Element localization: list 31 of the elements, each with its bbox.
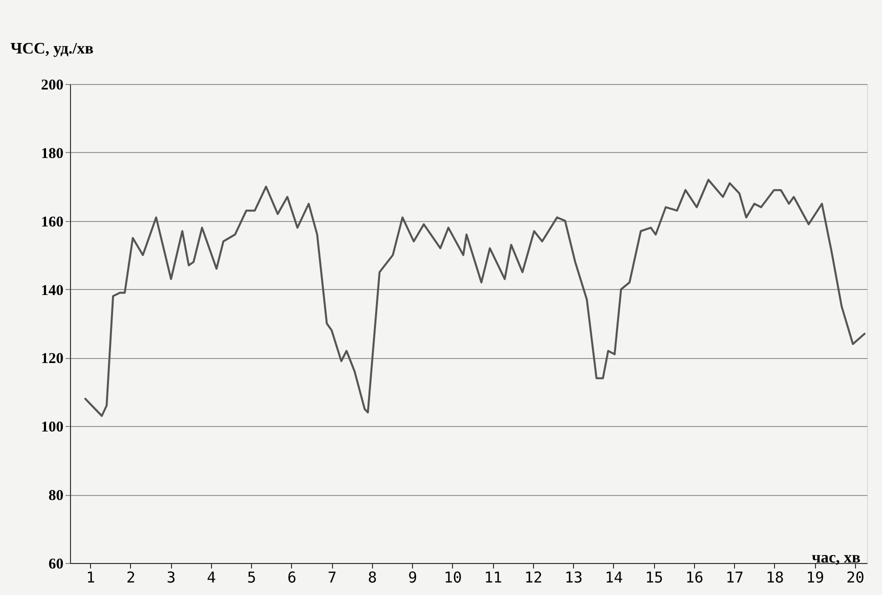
y-tick-label: 200 [41,78,64,94]
x-tick-label: 7 [328,568,337,586]
x-tick-label: 1 [86,568,96,586]
x-tick-label: 4 [206,568,216,586]
y-tick-label: 160 [41,214,64,230]
x-axis-title: час, хв [812,550,861,566]
y-tick-label: 60 [48,556,64,572]
x-tick-label: 9 [408,568,418,586]
x-tick-label: 2 [126,568,136,586]
y-tick-label: 100 [41,420,64,436]
line-series [84,178,866,417]
x-tick-label: 12 [524,568,542,586]
x-tick-label: 18 [766,568,784,586]
x-tick-label: 14 [604,568,623,586]
x-tick-label: 6 [287,568,296,586]
x-tick-label: 10 [444,568,462,586]
y-axis-title: ЧСС, уд./хв [10,40,94,58]
x-tick-label: 8 [368,568,377,586]
y-tick-label: 80 [48,488,64,504]
x-tick-label: 16 [685,568,704,586]
x-tick-label: 19 [806,568,824,586]
x-tick-label: 11 [484,568,502,586]
x-tick-label: 3 [166,568,176,586]
y-tick-label: 140 [41,282,64,299]
y-tick-label: 120 [41,351,64,368]
x-tick-label: 15 [645,568,664,586]
x-tick-label: 5 [247,568,256,586]
y-tick-label: 180 [41,146,64,162]
x-tick-label: 17 [726,568,744,586]
x-tick-label: 20 [846,568,864,586]
x-tick-label: 13 [564,568,583,586]
